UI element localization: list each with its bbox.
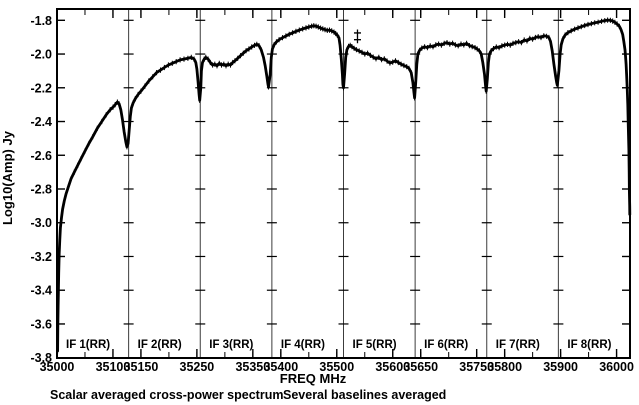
x-tick-label: 35900 — [543, 360, 578, 374]
if-panel-label: IF 3(RR) — [209, 339, 253, 351]
if-panel-label: IF 1(RR) — [66, 339, 110, 351]
x-tick-label: 35500 — [319, 360, 354, 374]
x-tick-label: 35400 — [263, 360, 298, 374]
outlier-marker — [353, 29, 361, 37]
y-tick-label: -3.0 — [30, 216, 52, 230]
y-tick-label: -3.4 — [30, 284, 52, 298]
if-panel-label: IF 5(RR) — [353, 339, 397, 351]
if-panel-label: IF 4(RR) — [281, 339, 325, 351]
caption-scalar-averaged: Scalar averaged cross-power spectrum — [50, 388, 283, 402]
outlier-marker — [353, 36, 361, 44]
y-tick-label: -3.8 — [30, 351, 52, 365]
if-panel-label: IF 6(RR) — [424, 339, 468, 351]
x-tick-label: 36000 — [599, 360, 634, 374]
if-panel-label: IF 8(RR) — [567, 339, 611, 351]
x-tick-label: 35100 — [96, 360, 131, 374]
x-tick-label: 35150 — [124, 360, 159, 374]
if-panel-label: IF 7(RR) — [496, 339, 540, 351]
x-tick-label: 35250 — [180, 360, 215, 374]
y-tick-label: -1.8 — [30, 14, 52, 28]
if-panel-label: IF 2(RR) — [138, 339, 182, 351]
y-tick-label: -2.2 — [30, 81, 52, 95]
x-axis-title: FREQ MHz — [280, 371, 347, 386]
chart-layer: -1.8 -2.0 -2.2 -2.4 -2.6 -2.8 -3.0 -3.2 -3.4 -3.6… — [30, 8, 634, 374]
x-tick-label: 35600 — [375, 360, 410, 374]
y-tick-label: -2.8 — [30, 183, 52, 197]
x-tick-label: 35750 — [459, 360, 494, 374]
y-tick-label: -3.2 — [30, 250, 52, 264]
y-tick-label: -2.4 — [30, 115, 52, 129]
caption-baselines-averaged: Several baselines averaged — [283, 388, 446, 402]
y-tick-label: -3.6 — [30, 317, 52, 331]
y-tick-label: -2.6 — [30, 149, 52, 163]
x-tick-label: 35650 — [403, 360, 438, 374]
y-tick-label: -2.0 — [30, 48, 52, 62]
curve-path — [56, 18, 632, 353]
y-axis-title: Log10(Amp) Jy — [0, 130, 15, 225]
x-tick-label: 35000 — [40, 360, 75, 374]
x-tick-label: 35350 — [235, 360, 270, 374]
x-tick-label: 35800 — [487, 360, 522, 374]
